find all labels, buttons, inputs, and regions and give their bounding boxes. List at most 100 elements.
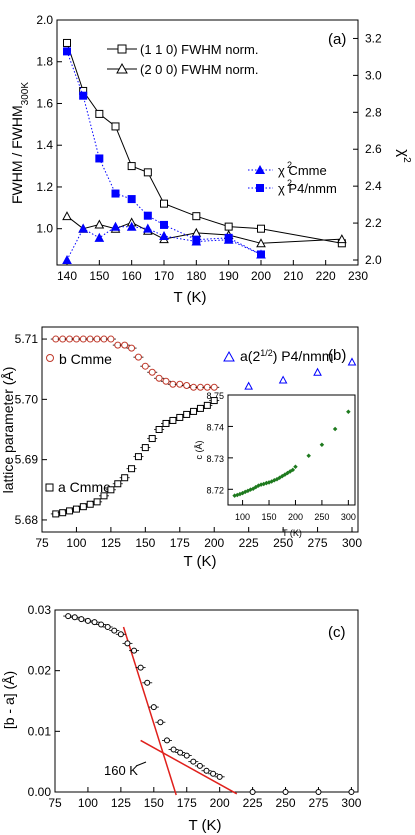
- series-b-1-point: [134, 453, 142, 461]
- panel-b-x-tick-label: 125: [101, 536, 121, 550]
- panel-c-x-tick-label: 275: [308, 796, 328, 810]
- panel-a-ylabel: FWHM / FWHM300K: [9, 82, 31, 204]
- series-c-point: [348, 789, 355, 795]
- series-b-1-point: [121, 474, 129, 482]
- inset-xlabel: T (K): [282, 528, 302, 538]
- series-c-point: [84, 617, 91, 624]
- series-b-1-point: [72, 505, 80, 513]
- series-b-0-point: [128, 344, 136, 352]
- panel-c-x-tick-label: 250: [276, 796, 296, 810]
- series-b-1-point: [107, 486, 115, 494]
- panel-a-legend-top: (1 1 0) FWHM norm. (2 0 0) FWHM norm.: [107, 42, 258, 77]
- panel-b: (b) T (K) lattice parameter (Å) b Cmme a…: [0, 326, 362, 570]
- panel-b-annotations: b Cmme a(21/2) P4/nmm a Cmme: [45, 348, 333, 495]
- series-b-2-point: [244, 381, 254, 390]
- panel-a-y2-tick-label: 2.8: [365, 105, 382, 119]
- series-b-1-point: [141, 444, 149, 452]
- series-c-point: [170, 746, 177, 753]
- series-b-1-point: [59, 509, 67, 517]
- panel-a-x-tick-label: 180: [186, 269, 206, 283]
- panel-c-x-tick-label: 150: [144, 796, 164, 810]
- panel-a-x-tick-label: 160: [122, 269, 142, 283]
- series-b-1-point: [162, 419, 170, 427]
- panel-a-x-tick-label: 220: [316, 269, 336, 283]
- series-b-0-point: [148, 368, 156, 376]
- series-c-point: [163, 737, 170, 744]
- panel-b-x-tick-label: 300: [342, 536, 362, 550]
- legend-chi-cmme: χ Cmme: [278, 163, 327, 178]
- panel-c-y-tick-label: 0.02: [28, 664, 52, 678]
- series-a-2-point: [78, 223, 88, 233]
- fit-line-1: [140, 739, 238, 795]
- inset-x-tick-label: 150: [262, 512, 277, 522]
- series-b-1-point: [203, 401, 211, 409]
- label-a-cmme: a Cmme: [58, 479, 111, 495]
- series-a-3-point: [224, 233, 233, 242]
- panel-a-y-tick-label: 1.6: [36, 96, 53, 110]
- series-b-1-point: [183, 410, 191, 418]
- series-c-point: [203, 767, 210, 774]
- panel-b-inset: T (K) c (Å) 100 150 200 250 300 8.72 8.73 8.74 8…: [194, 391, 356, 538]
- series-b-1-point: [93, 498, 101, 506]
- panel-a-y-tick-label: 2.0: [36, 13, 53, 27]
- panel-a-y2-tick-label: 2.6: [365, 142, 382, 156]
- inset-x-tick-label: 100: [235, 512, 250, 522]
- panel-c-y-tick-label: 0.01: [28, 724, 52, 738]
- series-a-3-line: [66, 51, 262, 255]
- series-b-1-point: [155, 426, 163, 433]
- series-b-1-point: [210, 397, 218, 405]
- panel-b-y-tick-label: 5.70: [15, 392, 39, 406]
- series-b-1-point: [169, 416, 177, 424]
- inset-y-tick-label: 8.73: [206, 454, 224, 464]
- panel-b-y-tick-label: 5.69: [15, 453, 39, 467]
- inset-point: [346, 409, 351, 414]
- inset-x-tick-label: 300: [341, 512, 356, 522]
- panel-c-frame: [54, 609, 359, 793]
- inset-x-tick-label: 250: [314, 512, 329, 522]
- legend-chi-p4nmm: χ P4/nmm: [278, 181, 337, 196]
- annotation-160k: 160 K: [104, 763, 138, 778]
- panel-a-y2-tick-label: 2.4: [365, 179, 382, 193]
- series-c-point: [196, 762, 203, 769]
- panel-b-x-tick-label: 250: [273, 536, 293, 550]
- panel-c-x-tick-label: 75: [48, 796, 62, 810]
- series-b-1-point: [114, 480, 122, 488]
- label-b-cmme: b Cmme: [59, 351, 112, 367]
- panel-b-x-tick-label: 150: [135, 536, 155, 550]
- series-b-0-point: [141, 362, 149, 370]
- panel-a-y2-tick-label: 2.2: [365, 216, 382, 230]
- panel-a-x-tick-label: 140: [57, 269, 77, 283]
- series-a-0-point: [111, 122, 120, 131]
- series-a-2-point: [126, 221, 137, 231]
- panel-a-x-tick-label: 230: [348, 269, 368, 283]
- inset-frame: [227, 394, 356, 506]
- inset-point: [319, 442, 325, 447]
- series-a-3-point: [95, 154, 104, 163]
- series-c-point: [183, 752, 190, 759]
- panel-a-legend-chi: χ Cmme 2 χ P4/nmm 2: [248, 160, 337, 196]
- series-a-2-point: [94, 232, 105, 242]
- series-c-point: [98, 621, 105, 628]
- legend-chi-cmme-sup: 2: [287, 160, 292, 170]
- panel-b-y-tick-label: 5.71: [15, 332, 39, 346]
- series-a-3-point: [143, 211, 152, 220]
- panel-b-ylabel: lattice parameter (Å): [0, 367, 16, 494]
- series-a-0-point: [95, 109, 104, 118]
- panel-a-x-tick-label: 190: [219, 269, 239, 283]
- inset-y-tick-label: 8.74: [206, 422, 224, 432]
- panel-b-label: (b): [328, 347, 346, 364]
- series-a-3-point: [160, 220, 168, 229]
- series-c-point: [117, 631, 124, 638]
- series-c-point: [216, 773, 223, 780]
- panel-a: (a) T (K) FWHM / FWHM300K χ2 (1 1 0) FWH…: [9, 13, 413, 306]
- panel-a-y2-tick-label: 3.2: [365, 31, 382, 45]
- series-c-point: [157, 719, 164, 726]
- inset-point: [293, 464, 298, 469]
- panel-c-y-tick-label: 0.03: [28, 603, 52, 617]
- series-a-3-point: [111, 189, 120, 198]
- inset-y-tick-label: 8.75: [206, 391, 224, 401]
- series-b-1-point: [86, 500, 94, 508]
- panel-a-x-tick-label: 210: [283, 269, 303, 283]
- series-b-1-point: [128, 465, 136, 473]
- series-a-1-point: [256, 238, 266, 248]
